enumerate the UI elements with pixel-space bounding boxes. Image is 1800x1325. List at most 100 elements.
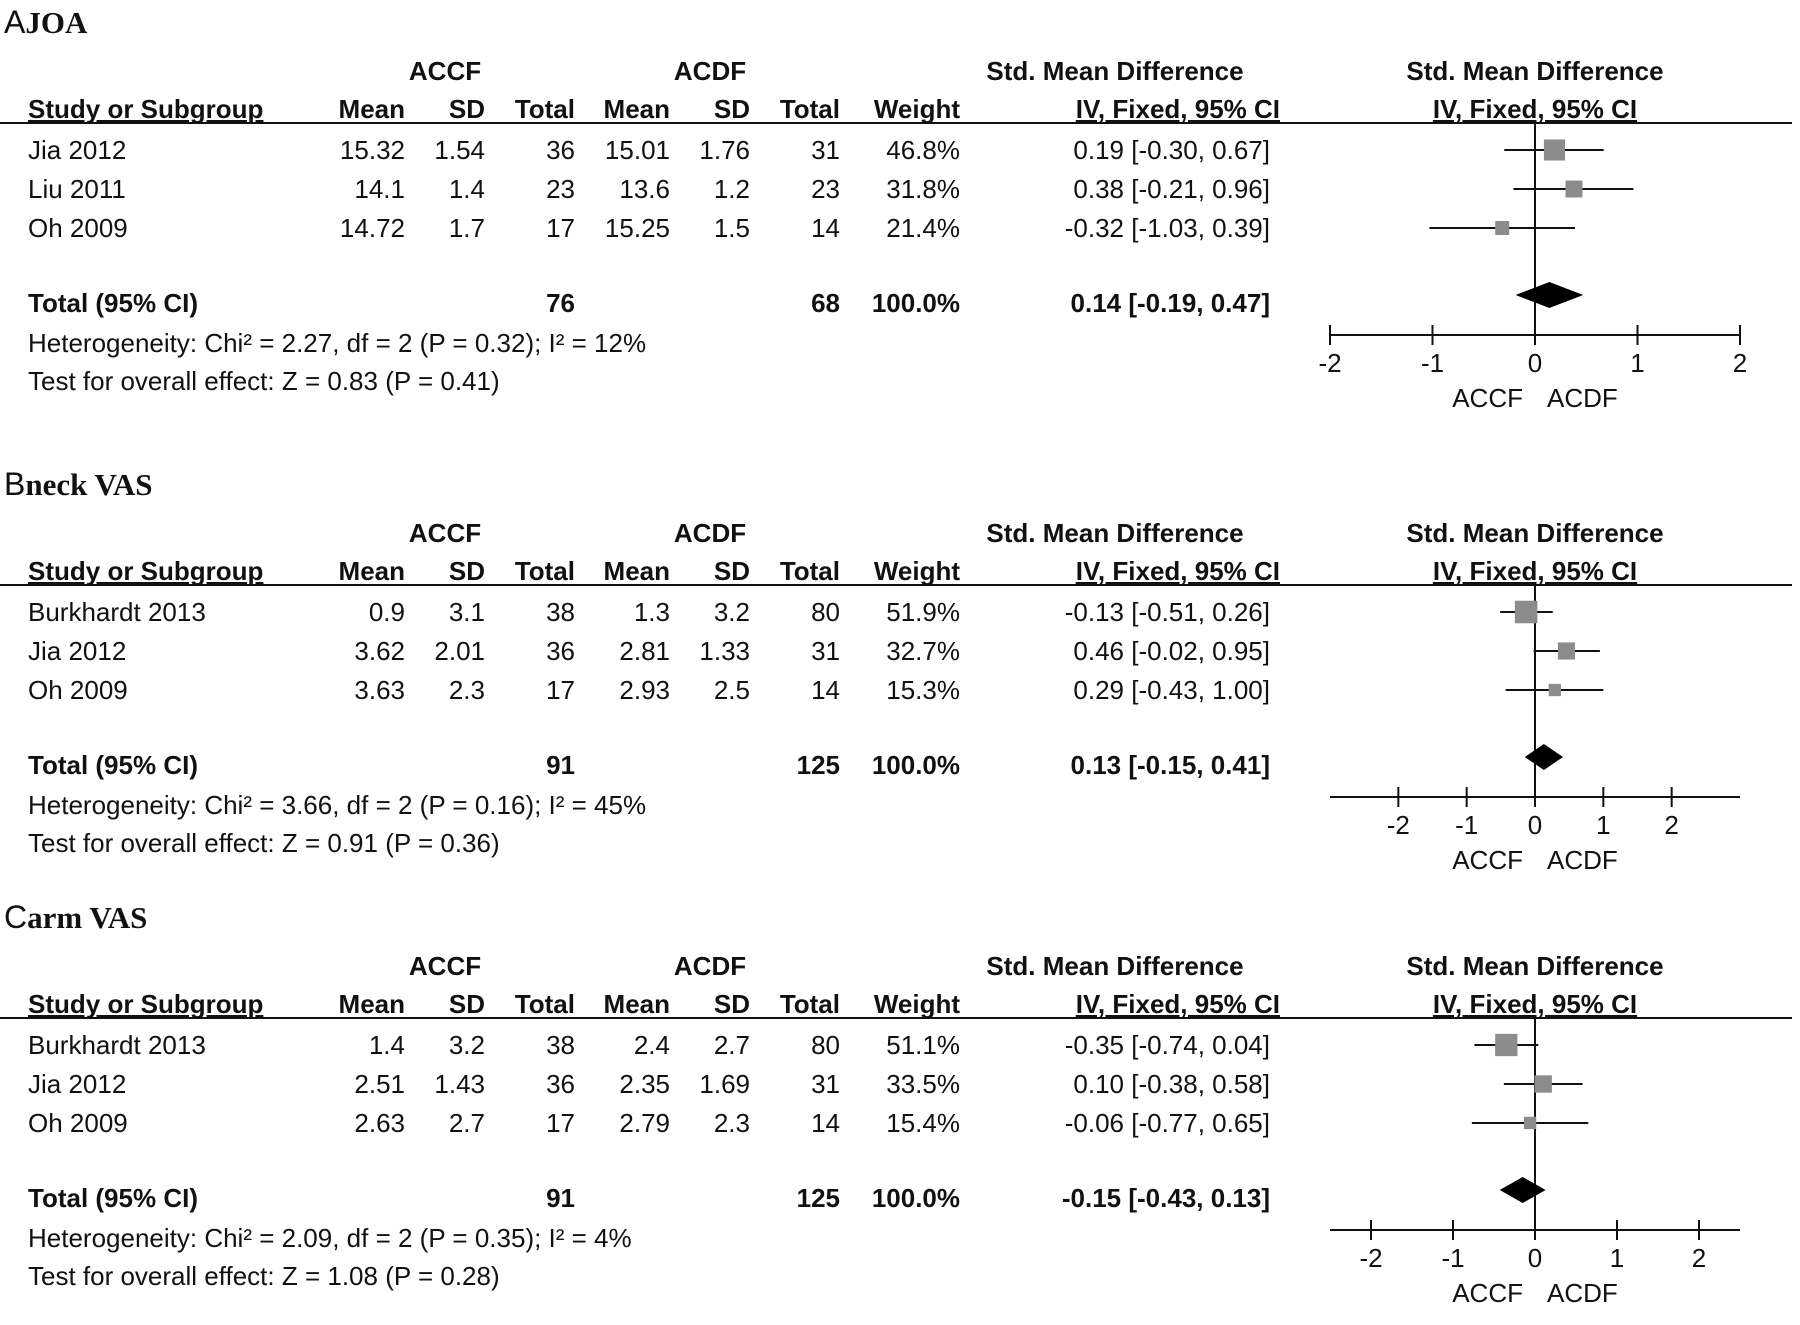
total2-value: 31	[811, 636, 840, 666]
overall-effect-text: Test for overall effect: Z = 0.91 (P = 0…	[28, 828, 500, 858]
mean2-col-header: Mean	[603, 989, 670, 1019]
mean2-value: 15.01	[604, 135, 670, 165]
panel-label: AJOA	[4, 4, 87, 41]
total2-value: 80	[811, 597, 840, 627]
x-tick-label: 0	[1528, 348, 1542, 378]
ci-col-header: IV, Fixed, 95% CI	[1075, 94, 1280, 124]
pooled-diamond	[1524, 744, 1564, 770]
sd1-value: 2.7	[448, 1108, 485, 1138]
mean1-col-header: Mean	[338, 94, 405, 124]
mean2-col-header: Mean	[603, 94, 670, 124]
x-tick-label: 1	[1610, 1243, 1624, 1273]
weight-value: 32.7%	[886, 636, 960, 666]
study-marker	[1523, 1116, 1537, 1130]
sd2-col-header: SD	[713, 989, 750, 1019]
total2-value: 31	[811, 1069, 840, 1099]
overall-effect-text: Test for overall effect: Z = 1.08 (P = 0…	[28, 1261, 500, 1291]
x-tick-label: -2	[1387, 810, 1410, 840]
x-tick-label: 1	[1630, 348, 1644, 378]
study-name: Oh 2009	[28, 675, 128, 705]
pooled-diamond	[1515, 282, 1584, 308]
total-ci: -0.15 [-0.43, 0.13]	[1061, 1183, 1270, 1213]
study-marker	[1495, 221, 1510, 235]
total1-col-header: Total	[514, 94, 575, 124]
study-name: Jia 2012	[28, 1069, 127, 1099]
sd1-col-header: SD	[448, 94, 485, 124]
study-col-header: Study or Subgroup	[28, 989, 264, 1019]
total1-value: 36	[546, 135, 575, 165]
mean2-value: 2.81	[619, 636, 670, 666]
favours-left-label: ACCF	[1452, 845, 1523, 875]
ci-value: -0.06 [-0.77, 0.65]	[1064, 1108, 1270, 1138]
mean2-value: 1.3	[633, 597, 670, 627]
study-name: Burkhardt 2013	[28, 1030, 206, 1060]
heterogeneity-text: Heterogeneity: Chi² = 3.66, df = 2 (P = …	[28, 790, 647, 820]
total-weight: 100.0%	[871, 288, 960, 318]
plot-method-header: IV, Fixed, 95% CI	[1432, 94, 1638, 124]
total-label: Total (95% CI)	[28, 288, 198, 318]
sd1-value: 3.2	[448, 1030, 485, 1060]
sd2-value: 1.5	[713, 213, 750, 243]
total1-value: 36	[546, 1069, 575, 1099]
mean2-value: 13.6	[619, 174, 670, 204]
total1-value: 17	[546, 675, 575, 705]
forest-plot: -2 -1 0 1 2 ACCF ACDF	[1330, 1015, 1740, 1308]
sd2-value: 2.3	[713, 1108, 750, 1138]
ci-col-header: IV, Fixed, 95% CI	[1075, 989, 1280, 1019]
study-marker	[1557, 642, 1576, 660]
effect-header: Std. Mean Difference	[986, 518, 1244, 548]
mean2-col-header: Mean	[603, 556, 670, 586]
plot-header: Std. Mean Difference	[1406, 951, 1664, 981]
favours-right-label: ACDF	[1547, 845, 1618, 875]
total-label: Total (95% CI)	[28, 1183, 198, 1213]
total-ci: 0.14 [-0.19, 0.47]	[1070, 288, 1270, 318]
total2-sum: 125	[796, 1183, 840, 1213]
x-tick-label: -1	[1441, 1243, 1464, 1273]
plot-header: Std. Mean Difference	[1406, 518, 1664, 548]
effect-header: Std. Mean Difference	[986, 56, 1244, 86]
mean1-value: 15.32	[339, 135, 405, 165]
mean1-col-header: Mean	[338, 556, 405, 586]
total1-sum: 91	[546, 1183, 575, 1213]
mean1-value: 3.63	[354, 675, 405, 705]
weight-value: 51.1%	[886, 1030, 960, 1060]
weight-value: 46.8%	[886, 135, 960, 165]
panel-letter: A	[4, 4, 26, 40]
sd1-col-header: SD	[448, 556, 485, 586]
ci-value: 0.10 [-0.38, 0.58]	[1073, 1069, 1270, 1099]
total1-col-header: Total	[514, 556, 575, 586]
x-tick-label: 0	[1528, 1243, 1542, 1273]
mean2-value: 15.25	[604, 213, 670, 243]
sd2-value: 2.7	[713, 1030, 750, 1060]
mean1-value: 0.9	[368, 597, 405, 627]
panel-letter: C	[4, 899, 28, 935]
heterogeneity-text: Heterogeneity: Chi² = 2.27, df = 2 (P = …	[28, 328, 647, 358]
weight-col-header: Weight	[873, 989, 960, 1019]
panel-label: Bneck VAS	[4, 466, 153, 503]
forest-panel-joa: AJOA ACCF ACDF Std. Mean Difference Std.…	[0, 0, 1800, 430]
panel-title: JOA	[25, 5, 88, 40]
mean2-value: 2.4	[633, 1030, 670, 1060]
plot-method-header: IV, Fixed, 95% CI	[1432, 989, 1638, 1019]
effect-header: Std. Mean Difference	[986, 951, 1244, 981]
ci-value: 0.38 [-0.21, 0.96]	[1073, 174, 1270, 204]
ci-value: 0.46 [-0.02, 0.95]	[1073, 636, 1270, 666]
x-tick-label: 2	[1733, 348, 1747, 378]
favours-left-label: ACCF	[1452, 383, 1523, 413]
plot-header: Std. Mean Difference	[1406, 56, 1664, 86]
overall-effect-text: Test for overall effect: Z = 0.83 (P = 0…	[28, 366, 500, 396]
study-marker	[1565, 180, 1583, 198]
mean1-value: 14.1	[354, 174, 405, 204]
mean2-value: 2.93	[619, 675, 670, 705]
group1-header: ACCF	[408, 56, 482, 86]
total2-sum: 125	[796, 750, 840, 780]
forest-plot: -2 -1 0 1 2 ACCF ACDF	[1330, 582, 1740, 875]
total1-col-header: Total	[514, 989, 575, 1019]
header-rule	[0, 584, 1792, 586]
weight-col-header: Weight	[873, 556, 960, 586]
weight-value: 51.9%	[886, 597, 960, 627]
x-tick-label: -1	[1421, 348, 1444, 378]
mean1-value: 2.51	[354, 1069, 405, 1099]
mean1-value: 3.62	[354, 636, 405, 666]
total2-value: 14	[811, 213, 840, 243]
